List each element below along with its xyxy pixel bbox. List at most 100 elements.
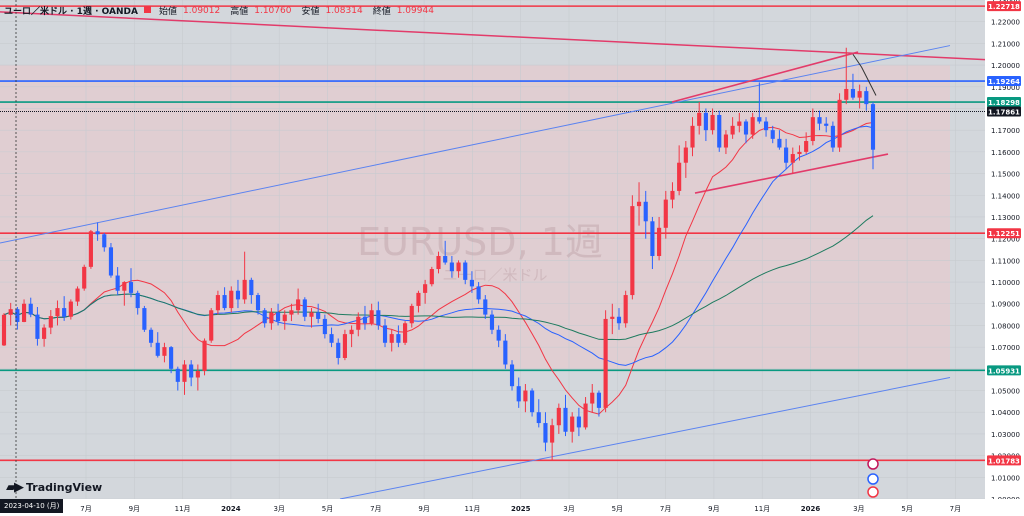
candle-body	[476, 286, 481, 300]
channel-upper-line	[0, 45, 951, 244]
candle-body	[790, 154, 795, 163]
candle-body	[389, 334, 394, 343]
candle-body	[870, 104, 876, 150]
candle-body	[596, 392, 602, 408]
candle-body	[677, 162, 682, 191]
event-icon	[867, 486, 879, 498]
candle-body	[483, 299, 488, 315]
candle-body	[102, 234, 107, 248]
price-tick-label: 1.01000	[991, 474, 1020, 482]
candle-body	[576, 416, 581, 428]
close-label: 終値	[372, 7, 391, 17]
price-tick-label: 1.11000	[991, 257, 1020, 265]
price-tick-label: 1.09000	[991, 301, 1020, 309]
candle-body	[376, 310, 381, 326]
candle-body	[449, 262, 454, 272]
candle-body	[570, 416, 575, 432]
close-value: 1.09944	[396, 5, 434, 16]
low-value: 1.08314	[325, 5, 363, 16]
price-tick-label: 1.14000	[991, 192, 1020, 200]
price-level-label: 1.01783	[988, 457, 1020, 465]
candle-body	[630, 206, 635, 296]
candle-body	[636, 201, 642, 207]
candle-body	[269, 312, 274, 324]
time-tick-label: 11月	[754, 505, 770, 513]
candle-body	[837, 99, 842, 148]
candle-body	[663, 199, 668, 228]
candle-body	[757, 117, 762, 122]
candle-body	[275, 312, 281, 322]
candle-body	[15, 309, 20, 322]
candle-body	[496, 329, 501, 341]
candle-body	[282, 314, 287, 322]
price-level-tag	[987, 76, 1021, 87]
time-tick-label: 5月	[612, 505, 623, 513]
time-tick-label: 7月	[80, 505, 91, 513]
candle-body	[162, 347, 167, 356]
price-tick-label: 1.13000	[991, 214, 1020, 222]
candle-body	[182, 364, 187, 382]
candle-body	[710, 114, 715, 131]
candle-body	[857, 91, 862, 98]
time-tick-label: 2024	[221, 505, 241, 513]
candle-body	[403, 323, 408, 343]
symbol-title[interactable]: ユーロ／米ドル · 1週 · OANDA	[4, 7, 138, 17]
candle-body	[730, 125, 735, 135]
candle-body	[723, 134, 729, 148]
candle-body	[804, 141, 809, 152]
candle-body	[68, 301, 73, 317]
price-tick-label: 1.15000	[991, 171, 1020, 179]
candle-body	[135, 292, 140, 309]
candle-body	[603, 318, 608, 408]
candle-body	[657, 227, 662, 257]
candle-body	[195, 370, 200, 378]
time-tick-label: 2025	[511, 505, 531, 513]
candle-body	[750, 117, 755, 135]
candle-body	[556, 407, 561, 426]
high-value: 1.10760	[254, 5, 292, 16]
candle-body	[155, 342, 160, 356]
price-level-label: 1.22718	[988, 3, 1020, 11]
candle-body	[743, 121, 749, 135]
event-icon	[867, 458, 879, 470]
price-tick-label: 1.03000	[991, 431, 1020, 439]
wedge-upper-line	[671, 51, 859, 103]
price-level-label: 1.18298	[988, 99, 1020, 107]
price-level-label: 1.17861	[988, 108, 1020, 116]
candle-body	[115, 275, 120, 291]
candle-body	[21, 303, 27, 322]
price-level-tag	[987, 97, 1021, 108]
candle-body	[396, 334, 401, 343]
candle-body	[670, 190, 675, 200]
cursor-date-label: 2023-04-10 (月)	[0, 499, 64, 513]
candle-body	[543, 423, 548, 443]
time-tick-label: 7月	[370, 505, 381, 513]
price-tick-label: 1.08000	[991, 322, 1020, 330]
tradingview-logo[interactable]: ▰▶ TradingView	[6, 480, 102, 495]
time-tick-label: 2026	[801, 505, 821, 513]
candle-body	[322, 318, 327, 335]
candle-body	[763, 121, 769, 131]
candle-body	[703, 112, 708, 131]
price-tick-label: 1.12000	[991, 236, 1020, 244]
channel-lower-line	[339, 377, 951, 500]
candle-body	[1, 314, 7, 346]
candle-body	[844, 88, 849, 100]
candle-body	[296, 299, 301, 311]
candle-body	[349, 329, 354, 335]
candle-body	[824, 123, 829, 126]
brand-name: TradingView	[26, 481, 103, 494]
candle-body	[429, 269, 434, 285]
price-level-tag	[987, 228, 1021, 239]
candle-body	[489, 314, 495, 330]
price-level-tag	[987, 106, 1021, 117]
time-axis-background	[0, 499, 1024, 516]
time-tick-label: 9月	[129, 505, 140, 513]
candle-body	[784, 147, 789, 163]
candle-body	[336, 342, 341, 358]
candle-body	[235, 290, 241, 300]
price-tick-label: 1.04000	[991, 409, 1020, 417]
candle-body	[302, 299, 307, 317]
